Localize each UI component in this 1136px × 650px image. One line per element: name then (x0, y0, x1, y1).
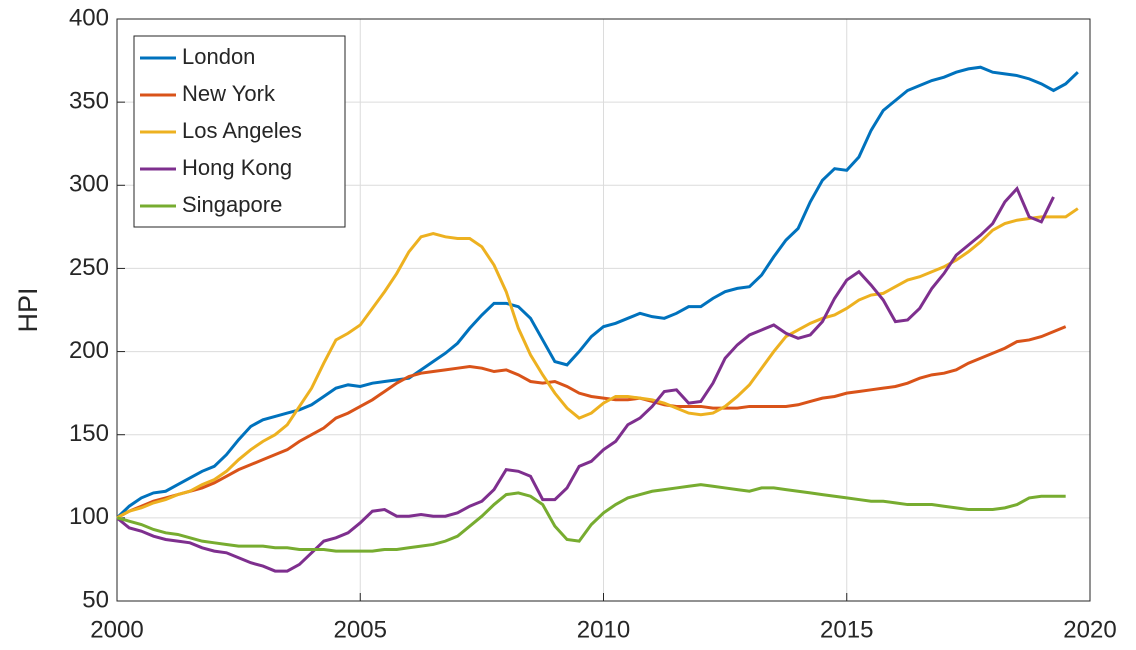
x-tick-label: 2015 (820, 616, 873, 643)
legend-label: Singapore (182, 192, 282, 217)
series-line (116, 207, 1079, 520)
series-line (116, 185, 1055, 573)
y-axis-label: HPI (13, 287, 43, 332)
y-tick-label: 150 (69, 420, 109, 447)
x-tick-label: 2000 (90, 616, 143, 643)
y-tick-label: 300 (69, 171, 109, 198)
legend-label: Los Angeles (182, 118, 302, 143)
y-tick-label: 50 (82, 586, 109, 613)
legend-label: London (182, 44, 255, 69)
y-tick-label: 250 (69, 254, 109, 281)
legend-label: New York (182, 81, 276, 106)
legend: London New York Los Angeles Hong Kong Singap… (133, 35, 346, 228)
plot-box (116, 18, 1091, 602)
y-tick-label: 350 (69, 87, 109, 114)
series-line (115, 65, 1079, 519)
x-tick-label: 2010 (577, 616, 630, 643)
series-line (116, 325, 1067, 520)
y-tick-label: 400 (69, 4, 109, 31)
x-tick-label: 2005 (334, 616, 387, 643)
y-tick-label: 100 (69, 503, 109, 530)
x-tick-label: 2020 (1063, 616, 1116, 643)
legend-label: Hong Kong (182, 155, 292, 180)
y-tick-label: 200 (69, 337, 109, 364)
series-line (116, 483, 1066, 553)
